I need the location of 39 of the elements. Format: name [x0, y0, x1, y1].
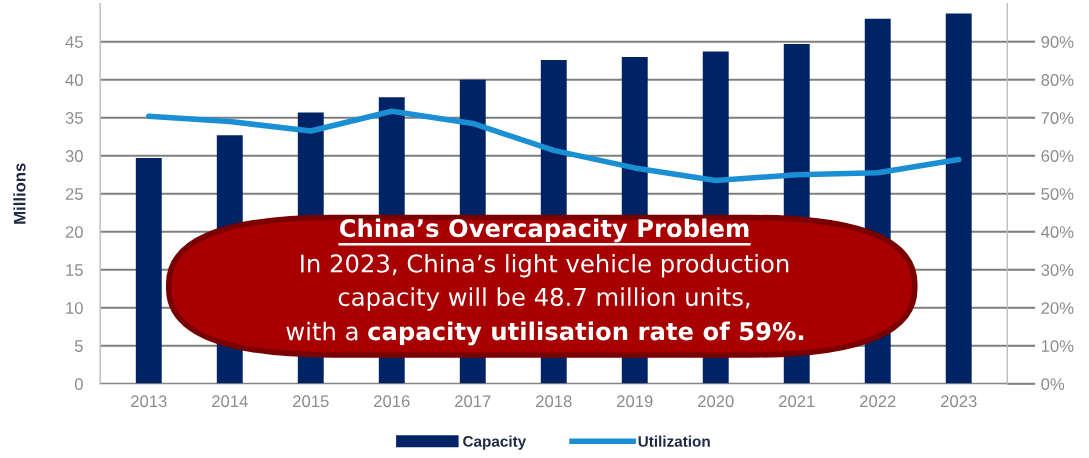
x-tick-label: 2017 — [455, 395, 491, 408]
y-tick-label: 20 — [65, 226, 83, 238]
y-tick-label: 15 — [66, 264, 83, 276]
y-tick-label: 30 — [65, 150, 83, 162]
annotation: with a — [286, 321, 358, 341]
x-tick-label: 2023 — [941, 395, 977, 408]
y2-tick-label: 40% — [1041, 226, 1074, 238]
annotation: In 2023, China’s light vehicle production — [301, 253, 789, 278]
y2-tick-label: 80% — [1041, 74, 1074, 86]
x-tick-label: 2018 — [536, 395, 572, 408]
x-tick-label: 2022 — [860, 395, 896, 408]
annotation: capacity utilisation rate of 59%. — [368, 321, 804, 346]
x-tick-label: 2014 — [212, 395, 248, 408]
y2-tick-label: 60% — [1041, 150, 1074, 162]
y2-tick-label: 20% — [1041, 302, 1074, 314]
y2-tick-label: 70% — [1041, 112, 1074, 124]
annotation: China’s Overcapacity Problem — [339, 218, 749, 243]
legend-label: Utilization — [638, 435, 710, 447]
x-tick-label: 2020 — [698, 395, 734, 408]
y2-tick-label: 50% — [1041, 188, 1074, 200]
y-tick-label: 45 — [65, 36, 83, 48]
y2-tick-label: 30% — [1041, 264, 1074, 276]
y2-tick-label: 90% — [1041, 36, 1074, 48]
x-tick-label: 2021 — [779, 395, 815, 408]
y2-tick-label: 0% — [1041, 378, 1065, 391]
y-tick-label: 35 — [65, 112, 83, 124]
y-tick-label: 25 — [65, 188, 83, 200]
legend-label: Capacity — [463, 435, 527, 450]
x-tick-label: 2013 — [131, 395, 167, 408]
x-tick-label: 2016 — [374, 395, 410, 408]
y-axis-title: Millions — [13, 163, 26, 224]
y-tick-label: 10 — [66, 302, 83, 314]
annotation: capacity will be 48.7 million units, — [338, 287, 750, 311]
y-tick-label: 5 — [74, 340, 83, 352]
y-tick-label: 0 — [74, 378, 83, 391]
x-tick-label: 2015 — [293, 395, 329, 408]
x-tick-label: 2019 — [617, 395, 653, 408]
y-tick-label: 40 — [65, 74, 83, 86]
y2-tick-label: 10% — [1041, 340, 1074, 352]
